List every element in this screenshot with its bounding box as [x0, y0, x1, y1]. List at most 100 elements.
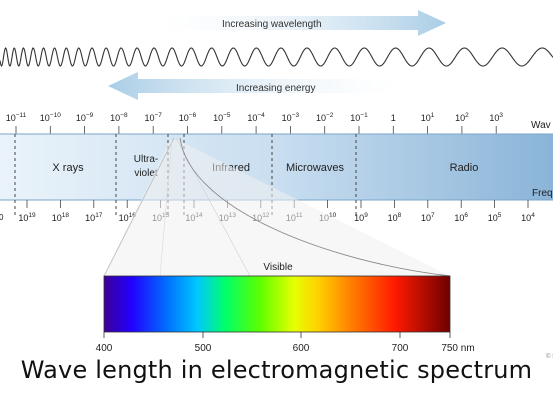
wavelength-tick-label: 10−1: [350, 112, 368, 123]
wavelength-tick-base: 10: [76, 113, 86, 123]
wavelength-tick-base: 10: [350, 113, 360, 123]
wavelength-tick-exponent: −8: [120, 112, 128, 119]
frequency-tick-exponent: 9: [364, 212, 368, 219]
spectrum-band: [0, 134, 553, 200]
frequency-tick-label: 105: [488, 212, 502, 223]
caption: Wave length in electromagnetic spectrum: [20, 356, 533, 384]
wavelength-tick-exponent: 3: [499, 112, 503, 119]
wavelength-tick-label: 10−8: [110, 112, 128, 123]
visible-tick-label: 400: [96, 343, 113, 354]
frequency-tick-exponent: 7: [431, 212, 435, 219]
visible-tick-label: 500: [195, 343, 212, 354]
wavelength-tick-label: 10−9: [76, 112, 94, 123]
frequency-tick-base: 10: [454, 213, 464, 223]
wavelength-tick-label: 1: [391, 113, 396, 123]
wavelength-tick-label: 102: [455, 112, 469, 123]
frequency-tick-label: 1018: [52, 212, 70, 223]
wavelength-tick-exponent: −10: [50, 112, 61, 119]
wavelength-tick-base: 10: [6, 113, 16, 123]
wavelength-tick-exponent: 2: [465, 112, 469, 119]
frequency-tick-exponent: 6: [464, 212, 468, 219]
increasing-energy-arrow: [108, 72, 400, 100]
frequency-tick-base: 10: [421, 213, 431, 223]
frequency-tick-label: 107: [421, 212, 435, 223]
wavelength-tick-exponent: −9: [86, 112, 94, 119]
frequency-tick-base: 10: [488, 213, 498, 223]
frequency-tick-exponent: 5: [498, 212, 502, 219]
wavelength-tick-labels: 10−11 10−10 10−9 10−8 10−7 10−6 10−5 10−4 10−3 10…: [6, 112, 503, 134]
frequency-tick-base: 10: [18, 213, 28, 223]
frequency-tick-base: 10: [119, 213, 129, 223]
wavelength-tick-exponent: −11: [16, 112, 27, 119]
wavelength-tick-exponent: 1: [431, 112, 435, 119]
wavelength-tick-label: 10−6: [179, 112, 197, 123]
visible-label: Visible: [263, 262, 293, 273]
visible-zoom-lines: [103, 137, 451, 277]
frequency-tick-exponent: 8: [398, 212, 402, 219]
frequency-tick-base: 10: [354, 213, 364, 223]
frequency-tick-exponent: 4: [531, 212, 535, 219]
wavelength-tick-base: 10: [421, 113, 431, 123]
increasing-wavelength-label: Increasing wavelength: [222, 19, 322, 30]
frequency-tick-exponent: 10: [329, 212, 337, 219]
region-xrays: X rays: [52, 162, 84, 174]
frequency-tick-base: 10: [521, 213, 531, 223]
frequency-tick-label: 1017: [85, 212, 103, 223]
visible-tick-marks: 400 500 600 700 750 nm: [96, 332, 475, 354]
wavelength-tick-exponent: −6: [189, 112, 197, 119]
wavelength-tick-exponent: −7: [154, 112, 162, 119]
wavelength-tick-label: 103: [489, 112, 503, 123]
wavelength-tick-base: 10: [40, 113, 50, 123]
frequency-tick-exponent: 18: [62, 212, 70, 219]
wavelength-tick-label: 10−3: [282, 112, 300, 123]
frequency-tick-label: 108: [388, 212, 402, 223]
increasing-energy-label: Increasing energy: [236, 83, 316, 94]
frequency-tick-label: 1019: [18, 212, 36, 223]
credit-text: © S: [546, 353, 553, 360]
region-microwaves: Microwaves: [286, 162, 345, 174]
wavelength-tick-base: 10: [144, 113, 154, 123]
frequency-tick-base: 10: [388, 213, 398, 223]
visible-spectrum-border: [103, 275, 451, 333]
wavelength-tick-base: 10: [247, 113, 257, 123]
frequency-tick-label: 106: [454, 212, 468, 223]
visible-tick-label: 700: [392, 343, 409, 354]
frequency-tick-exponent: 16: [129, 212, 137, 219]
frequency-clipped-digit: 0: [0, 213, 4, 222]
wavelength-tick-exponent: −1: [360, 112, 368, 119]
wavelength-tick-base: 10: [213, 113, 223, 123]
frequency-tick-exponent: 19: [28, 212, 36, 219]
wavelength-tick-label: 10−4: [247, 112, 265, 123]
frequency-tick-exponent: 17: [95, 212, 103, 219]
frequency-tick-label: 1016: [119, 212, 137, 223]
wavelength-tick-label: 10−5: [213, 112, 231, 123]
visible-spectrum-bar: [104, 276, 450, 332]
wavelength-tick-base: 10: [316, 113, 326, 123]
wavelength-axis-label: Wav: [531, 120, 551, 131]
wavelength-tick-base: 10: [282, 113, 292, 123]
region-ultraviolet-line1: Ultra-: [134, 154, 158, 165]
wavelength-tick-base: 10: [110, 113, 120, 123]
frequency-tick-base: 10: [52, 213, 62, 223]
region-radio: Radio: [450, 162, 479, 174]
visible-tick-label: 750 nm: [441, 343, 474, 354]
visible-tick-label: 600: [293, 343, 310, 354]
wavelength-tick-base: 10: [489, 113, 499, 123]
frequency-tick-base: 10: [85, 213, 95, 223]
wave-line: [0, 47, 553, 67]
wavelength-tick-label: 10−11: [6, 112, 27, 123]
frequency-axis-label: Freq: [532, 188, 553, 199]
wavelength-tick-base: 10: [455, 113, 465, 123]
frequency-tick-label: 104: [521, 212, 535, 223]
wavelength-tick-label: 10−7: [144, 112, 162, 123]
region-ultraviolet-line2: violet: [134, 168, 158, 179]
wavelength-tick-base: 10: [179, 113, 189, 123]
increasing-wavelength-arrow: [160, 10, 446, 36]
wavelength-tick-exponent: −3: [292, 112, 300, 119]
frequency-tick-label: 109: [354, 212, 368, 223]
wavelength-tick-label: 10−2: [316, 112, 334, 123]
wavelength-tick-exponent: −2: [326, 112, 334, 119]
wavelength-tick-exponent: −5: [223, 112, 231, 119]
wavelength-tick-label: 10−10: [40, 112, 61, 123]
